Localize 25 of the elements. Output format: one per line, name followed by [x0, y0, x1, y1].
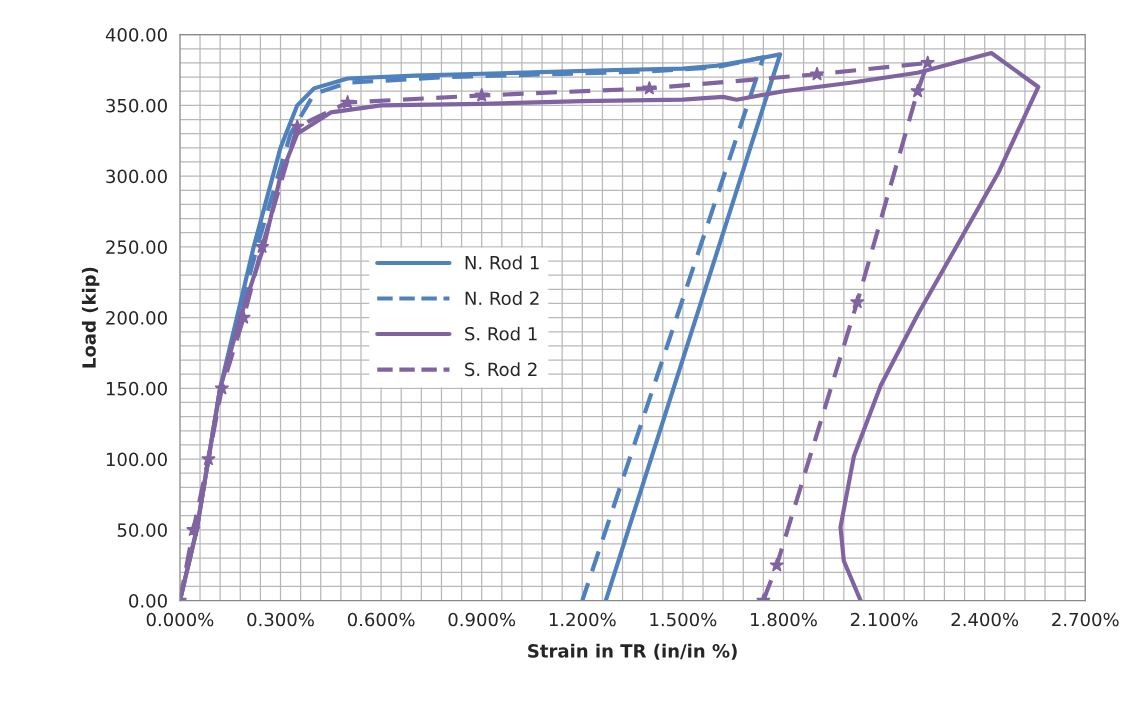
legend-label: N. Rod 2	[465, 291, 539, 306]
x-tick-label: 0.900%	[448, 612, 516, 627]
x-tick-label: 2.400%	[951, 612, 1019, 627]
x-tick-label: 1.500%	[650, 612, 717, 627]
y-tick-label: 350.00	[106, 98, 167, 113]
legend-label: S. Rod 2	[465, 362, 537, 377]
x-tick-label: 1.200%	[549, 612, 616, 627]
legend-label: S. Rod 1	[465, 326, 537, 341]
x-tick-label: 1.800%	[751, 612, 817, 627]
y-tick-label: 250.00	[106, 240, 167, 254]
legend-label: N. Rod 1	[465, 255, 539, 270]
y-tick-label: 400.00	[105, 28, 167, 42]
y-axis-title: Load (kip)	[81, 267, 100, 368]
y-tick-label: 100.00	[106, 452, 167, 467]
x-tick-label: 0.300%	[247, 612, 314, 627]
y-tick-label: 300.00	[106, 169, 167, 184]
x-tick-label: 0.000%	[146, 612, 214, 627]
y-tick-label: 0.00	[129, 594, 167, 608]
y-tick-label: 50.00	[117, 523, 167, 537]
y-tick-label: 150.00	[106, 381, 167, 396]
y-tick-label: 200.00	[106, 311, 167, 325]
x-axis-title: Strain in TR (in/in %)	[528, 643, 737, 660]
x-tick-label: 0.600%	[347, 612, 415, 627]
x-tick-label: 2.700%	[1052, 612, 1119, 627]
x-tick-label: 2.100%	[850, 612, 918, 627]
